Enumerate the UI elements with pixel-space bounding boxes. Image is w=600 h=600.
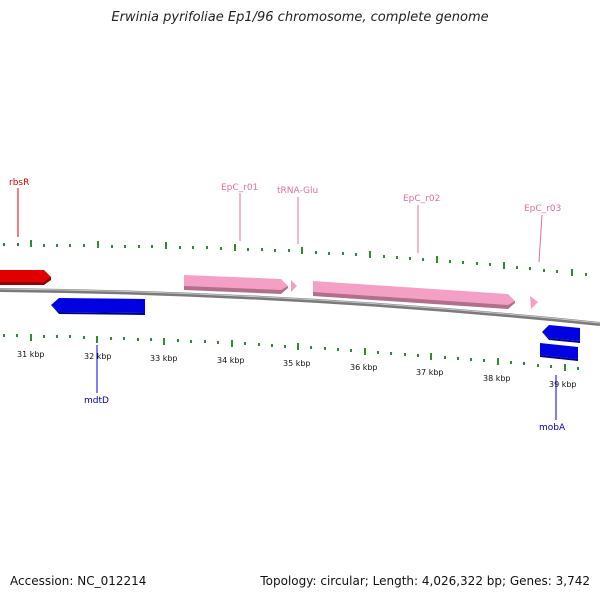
- label-EpC_r02: EpC_r02: [403, 194, 440, 204]
- feature-rbsR[interactable]: rbsR: [0, 178, 51, 285]
- label-mdtD: mdtD: [84, 396, 109, 406]
- tick-label-38: 38 kbp: [483, 374, 511, 383]
- lower-tick-row: [3, 334, 579, 371]
- feature-mdtD[interactable]: mdtD: [51, 298, 145, 406]
- label-tRNA-Glu: tRNA-Glu: [277, 186, 318, 196]
- label-rbsR: rbsR: [9, 178, 29, 188]
- label-EpC_r03: EpC_r03: [524, 204, 561, 214]
- genome-summary-text: Topology: circular; Length: 4,026,322 bp…: [260, 574, 590, 588]
- accession-text: Accession: NC_012214: [10, 574, 147, 588]
- feature-tRNA-Glu[interactable]: tRNA-Glu: [277, 186, 318, 292]
- tick-label-34: 34 kbp: [217, 356, 245, 365]
- feature-mobA[interactable]: mobA: [539, 325, 580, 433]
- tick-label-32: 32 kbp: [84, 352, 112, 361]
- feature-EpC_r01[interactable]: EpC_r01: [184, 183, 288, 294]
- tick-label-31: 31 kbp: [17, 350, 45, 359]
- feature-EpC_r02[interactable]: EpC_r02: [313, 194, 515, 309]
- upper-tick-row: [3, 240, 587, 276]
- label-mobA: mobA: [539, 423, 566, 433]
- map-title: Erwinia pyrifoliae Ep1/96 chromosome, co…: [111, 10, 489, 25]
- chromosome-backbone: [0, 288, 600, 326]
- label-EpC_r01: EpC_r01: [221, 183, 258, 193]
- tick-label-37: 37 kbp: [416, 368, 444, 377]
- tick-label-36: 36 kbp: [350, 363, 378, 372]
- tick-label-33: 33 kbp: [150, 354, 178, 363]
- feature-EpC_r03[interactable]: EpC_r03: [524, 204, 561, 309]
- tick-label-39: 39 kbp: [549, 380, 577, 389]
- tick-label-35: 35 kbp: [283, 359, 311, 368]
